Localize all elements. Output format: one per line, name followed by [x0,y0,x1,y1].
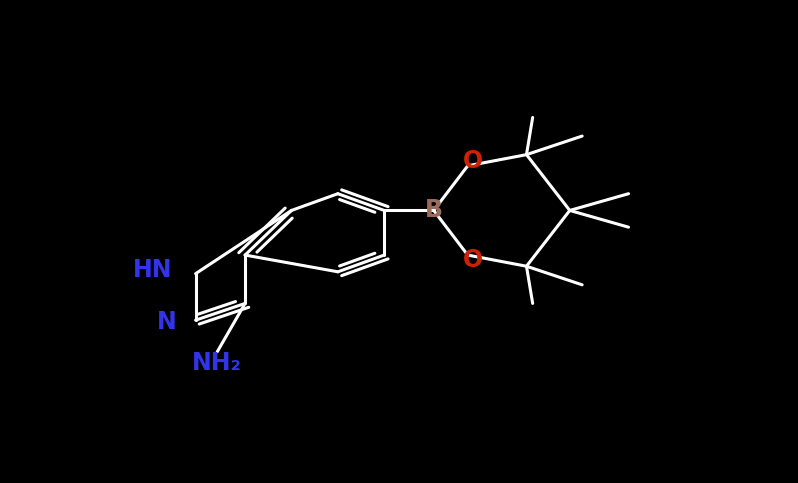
Text: O: O [463,247,483,271]
Text: HN: HN [132,258,172,282]
Text: O: O [463,149,483,173]
Text: N: N [157,310,177,334]
Text: NH₂: NH₂ [192,351,243,375]
Text: B: B [425,199,443,223]
